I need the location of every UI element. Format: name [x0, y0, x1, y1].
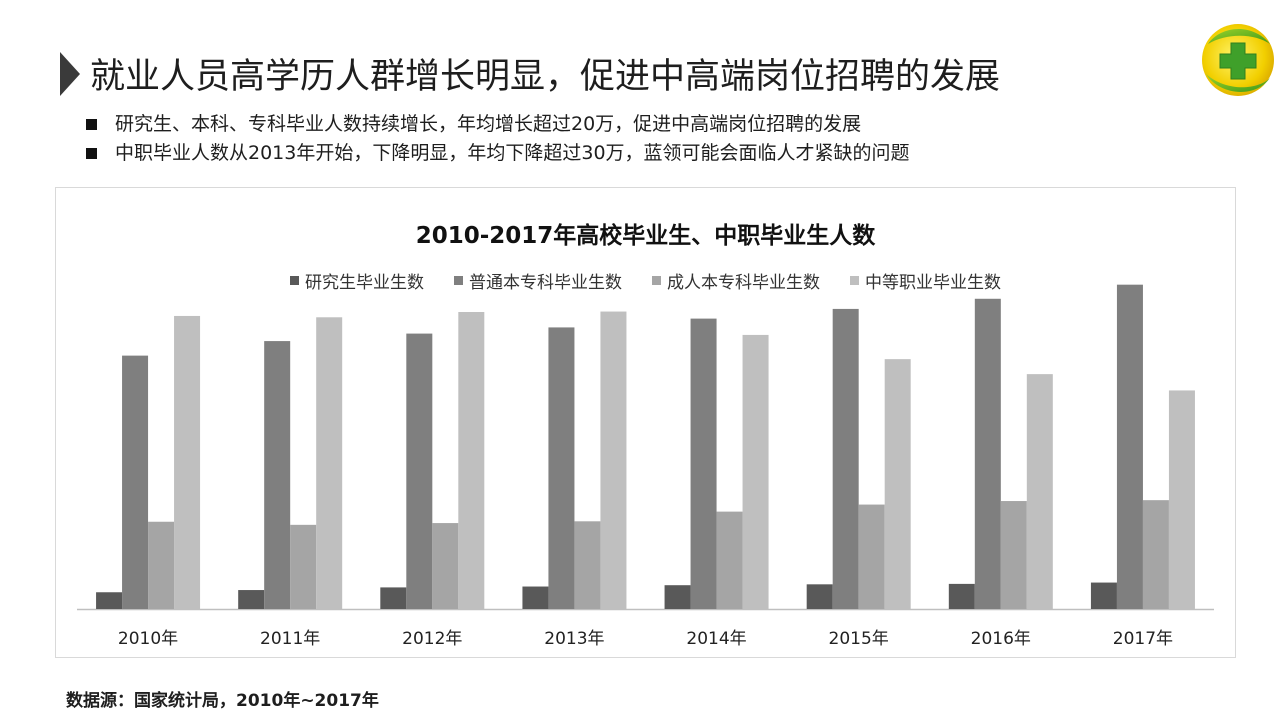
bar — [1000, 501, 1027, 609]
bar — [884, 359, 911, 609]
x-axis-tick-label: 2017年 — [1112, 629, 1174, 649]
legend-swatch-icon — [454, 276, 463, 285]
bullet-square-icon — [86, 148, 97, 159]
360-logo-icon — [1202, 24, 1274, 96]
x-axis-tick-label: 2012年 — [402, 629, 463, 649]
bar — [1168, 390, 1195, 609]
bar — [832, 308, 859, 609]
bar — [432, 523, 459, 609]
bar — [690, 318, 717, 609]
chart-legend: 研究生毕业生数 普通本专科毕业生数 成人本专科毕业生数 中等职业毕业生数 — [56, 268, 1235, 293]
bar — [858, 504, 885, 609]
chart-container: 2010-2017年高校毕业生、中职毕业生人数 研究生毕业生数 普通本专科毕业生数… — [55, 187, 1236, 658]
bar — [96, 592, 123, 609]
bullet-text: 中职毕业人数从2013年开始，下降明显，年均下降超过30万，蓝领可能会面临人才紧… — [115, 142, 910, 164]
legend-label: 普通本专科毕业生数 — [469, 273, 622, 293]
legend-item: 普通本专科毕业生数 — [454, 268, 622, 293]
x-axis-tick-label: 2016年 — [970, 629, 1031, 649]
legend-swatch-icon — [652, 276, 661, 285]
legend-label: 研究生毕业生数 — [305, 273, 424, 293]
bar — [380, 587, 407, 609]
legend-swatch-icon — [850, 276, 859, 285]
bar — [522, 586, 549, 609]
bar — [1026, 374, 1053, 609]
bar — [122, 355, 149, 609]
bar — [742, 334, 769, 609]
bar — [238, 590, 265, 609]
bar — [406, 333, 433, 609]
bullet-text: 研究生、本科、专科毕业人数持续增长，年均增长超过20万，促进中高端岗位招聘的发展 — [115, 113, 862, 135]
bullet-item: 研究生、本科、专科毕业人数持续增长，年均增长超过20万，促进中高端岗位招聘的发展 — [86, 110, 910, 139]
bar — [574, 521, 601, 609]
x-axis-tick-label: 2014年 — [686, 629, 747, 649]
page-title: 就业人员高学历人群增长明显，促进中高端岗位招聘的发展 — [90, 57, 1001, 97]
chart-title: 2010-2017年高校毕业生、中职毕业生人数 — [415, 223, 876, 249]
bar — [290, 524, 317, 609]
legend-label: 中等职业毕业生数 — [865, 273, 1001, 293]
bar — [948, 583, 975, 609]
bar — [264, 341, 291, 609]
data-source-note: 数据源：国家统计局，2010年~2017年 — [66, 691, 379, 711]
bar — [806, 584, 833, 609]
legend-item: 成人本专科毕业生数 — [652, 268, 820, 293]
bullet-item: 中职毕业人数从2013年开始，下降明显，年均下降超过30万，蓝领可能会面临人才紧… — [86, 139, 910, 168]
legend-item: 中等职业毕业生数 — [850, 268, 1001, 293]
bar — [148, 521, 175, 609]
bar — [716, 511, 743, 609]
bar — [1116, 284, 1143, 609]
bar — [548, 327, 575, 609]
x-axis-tick-label: 2010年 — [117, 629, 179, 649]
bar — [600, 311, 627, 609]
x-axis-tick-label: 2011年 — [260, 629, 321, 649]
bullet-square-icon — [86, 119, 97, 130]
bar — [664, 585, 691, 609]
x-axis-tick-label: 2015年 — [828, 629, 889, 649]
title-arrow-icon — [60, 52, 80, 96]
bar — [1142, 500, 1169, 609]
bar — [174, 315, 201, 609]
legend-item: 研究生毕业生数 — [290, 268, 424, 293]
legend-label: 成人本专科毕业生数 — [667, 273, 820, 293]
bullet-list: 研究生、本科、专科毕业人数持续增长，年均增长超过20万，促进中高端岗位招聘的发展… — [86, 110, 910, 168]
bar — [1090, 582, 1117, 609]
bar-chart-plot — [77, 284, 1214, 611]
bar — [974, 298, 1001, 609]
legend-swatch-icon — [290, 276, 299, 285]
bar — [458, 311, 485, 609]
x-axis-tick-label: 2013年 — [544, 629, 605, 649]
bar — [316, 317, 343, 609]
